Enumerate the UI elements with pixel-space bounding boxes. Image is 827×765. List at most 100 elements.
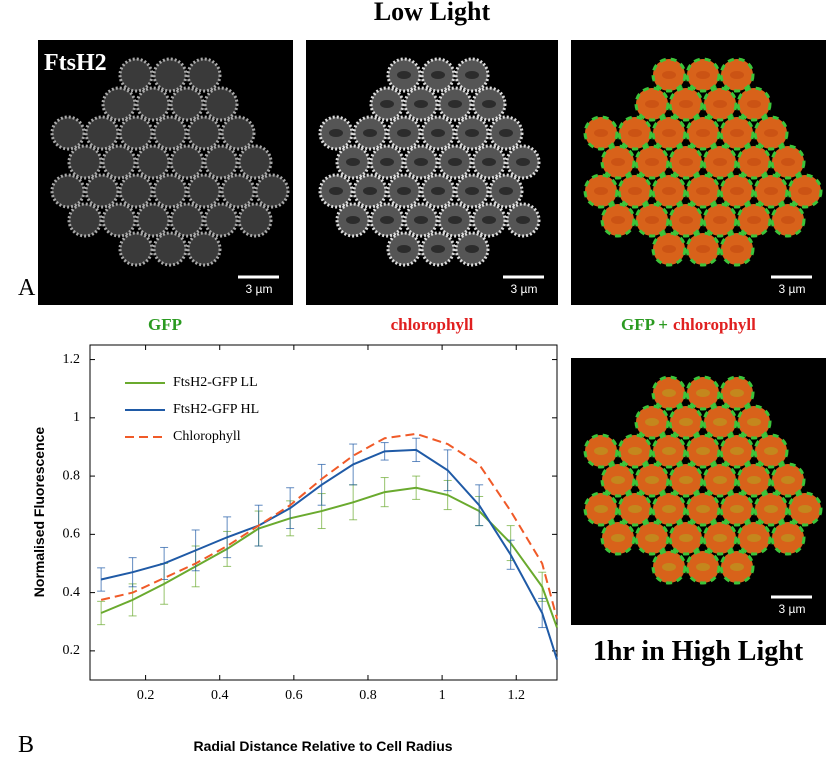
caption: GFP <box>148 315 182 334</box>
cell <box>152 57 188 93</box>
cell <box>152 115 188 151</box>
cell <box>67 202 103 238</box>
cell <box>101 144 137 180</box>
cell <box>237 144 273 180</box>
cell-center <box>747 216 761 224</box>
cell-center <box>764 129 778 137</box>
y-tick-label: 1.2 <box>63 352 81 367</box>
cell <box>220 115 256 151</box>
cell-center <box>730 505 744 513</box>
cell-center <box>781 534 795 542</box>
cell-center <box>730 447 744 455</box>
cell-center <box>414 216 428 224</box>
cell <box>67 144 103 180</box>
cell-center <box>397 71 411 79</box>
cell-center <box>380 100 394 108</box>
cell-center <box>611 534 625 542</box>
cell-center <box>594 447 608 455</box>
cell <box>203 202 239 238</box>
cell <box>186 231 222 267</box>
cell-center <box>730 71 744 79</box>
cell-center <box>594 505 608 513</box>
cell-center <box>645 476 659 484</box>
x-tick-label: 0.4 <box>211 688 229 703</box>
cell-center <box>431 245 445 253</box>
caption: 1hr in High Light <box>593 636 804 667</box>
cell-center <box>713 534 727 542</box>
cell <box>101 202 137 238</box>
cell-center <box>730 129 744 137</box>
cell-center <box>764 187 778 195</box>
cell-center <box>628 129 642 137</box>
cell-center <box>781 216 795 224</box>
cell-center <box>730 563 744 571</box>
legend-label: FtsH2-GFP HL <box>173 402 259 417</box>
cell-center <box>628 187 642 195</box>
y-tick-label: 0.6 <box>63 527 81 542</box>
cell-center <box>696 389 710 397</box>
cell-center <box>397 245 411 253</box>
cell-center <box>380 216 394 224</box>
marker-label: FtsH2 <box>44 50 107 76</box>
cell-center <box>764 505 778 513</box>
cell-center <box>730 389 744 397</box>
cell-center <box>713 158 727 166</box>
cell-center <box>645 100 659 108</box>
cell <box>169 202 205 238</box>
cell-center <box>713 476 727 484</box>
scale-bar-label: 3 µm <box>246 282 273 296</box>
panel-label: B <box>18 732 34 758</box>
cell-center <box>696 505 710 513</box>
y-tick-label: 0.2 <box>63 643 81 658</box>
caption: chlorophyll <box>391 315 474 334</box>
cell-center <box>662 129 676 137</box>
cell-center <box>730 187 744 195</box>
cell-center <box>516 158 530 166</box>
cell-center <box>431 129 445 137</box>
cell-center <box>662 563 676 571</box>
cell-center <box>465 245 479 253</box>
cell-center <box>696 187 710 195</box>
cell-center <box>482 216 496 224</box>
scale-bar-label: 3 µm <box>511 282 538 296</box>
cell-center <box>662 389 676 397</box>
series-line <box>100 486 558 628</box>
x-tick-label: 1.2 <box>507 688 525 703</box>
cell-center <box>679 476 693 484</box>
cell <box>118 115 154 151</box>
y-tick-label: 0.4 <box>63 585 81 600</box>
cell-center <box>628 505 642 513</box>
cell-center <box>781 158 795 166</box>
cell-center <box>764 447 778 455</box>
cell <box>186 115 222 151</box>
cell-center <box>662 187 676 195</box>
cell-center <box>397 129 411 137</box>
cell-center <box>611 216 625 224</box>
cell <box>50 173 86 209</box>
cell-center <box>747 158 761 166</box>
cell <box>50 115 86 151</box>
y-tick-label: 0.8 <box>63 468 81 483</box>
cell-center <box>594 187 608 195</box>
cell-center <box>499 187 513 195</box>
cell-center <box>611 158 625 166</box>
cell-center <box>414 100 428 108</box>
cell-center <box>662 505 676 513</box>
cell <box>203 86 239 122</box>
cell-center <box>465 71 479 79</box>
cell <box>84 173 120 209</box>
scale-bar-label: 3 µm <box>779 602 806 616</box>
cell <box>118 231 154 267</box>
cell-center <box>594 129 608 137</box>
cell <box>186 57 222 93</box>
cell-center <box>628 447 642 455</box>
cell-center <box>431 187 445 195</box>
cell-center <box>747 476 761 484</box>
cell-center <box>798 187 812 195</box>
cell-center <box>679 418 693 426</box>
cell-center <box>465 129 479 137</box>
cell-center <box>713 100 727 108</box>
cell-center <box>397 187 411 195</box>
cell-center <box>645 158 659 166</box>
